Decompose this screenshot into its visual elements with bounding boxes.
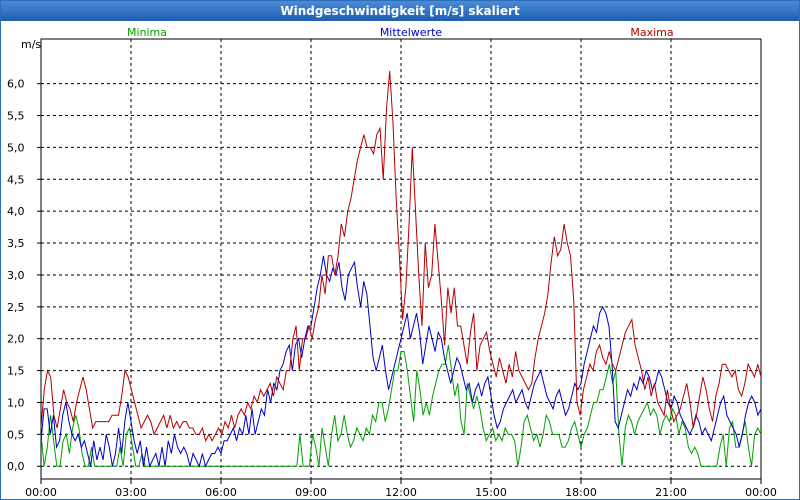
y-tick-label: 0,5 bbox=[7, 428, 25, 441]
y-tick-label: 3,5 bbox=[7, 237, 25, 250]
window-title: Windgeschwindigkeit [m/s] skaliert bbox=[1, 1, 799, 21]
y-tick-label: 1,5 bbox=[7, 365, 25, 378]
x-tick-time: 00:00 bbox=[25, 486, 57, 499]
series-line-minima bbox=[40, 345, 762, 467]
y-axis-label: m/s bbox=[21, 38, 41, 51]
y-tick-label: 3,0 bbox=[7, 269, 25, 282]
y-tick-label: 4,5 bbox=[7, 173, 25, 186]
x-tick-time: 03:00 bbox=[115, 486, 147, 499]
series-line-maxima bbox=[40, 70, 762, 443]
y-tick-label: 0,0 bbox=[7, 460, 25, 473]
legend-minima: Minima bbox=[127, 26, 167, 39]
y-tick-label: 6,0 bbox=[7, 78, 25, 91]
x-tick-time: 00:00 bbox=[745, 486, 777, 499]
legend-mittelwerte: Mittelwerte bbox=[380, 26, 443, 39]
y-tick-label: 1,0 bbox=[7, 396, 25, 409]
series-line-mittelwerte bbox=[40, 255, 762, 468]
x-tick-time: 15:00 bbox=[475, 486, 507, 499]
y-tick-label: 2,0 bbox=[7, 333, 25, 346]
legend-maxima: Maxima bbox=[630, 26, 673, 39]
x-tick-time: 21:00 bbox=[655, 486, 687, 499]
x-tick-time: 18:00 bbox=[565, 486, 597, 499]
y-tick-label: 4,0 bbox=[7, 205, 25, 218]
wind-speed-chart: m/s Minima Mittelwerte Maxima 0,0 0,5 1,0 1… bbox=[7, 26, 777, 499]
x-tick-time: 12:00 bbox=[385, 486, 417, 499]
y-tick-label: 5,5 bbox=[7, 110, 25, 123]
x-tick-time: 06:00 bbox=[205, 486, 237, 499]
y-tick-label: 2,5 bbox=[7, 301, 25, 314]
y-tick-label: 5,0 bbox=[7, 141, 25, 154]
x-tick-time: 09:00 bbox=[295, 486, 327, 499]
